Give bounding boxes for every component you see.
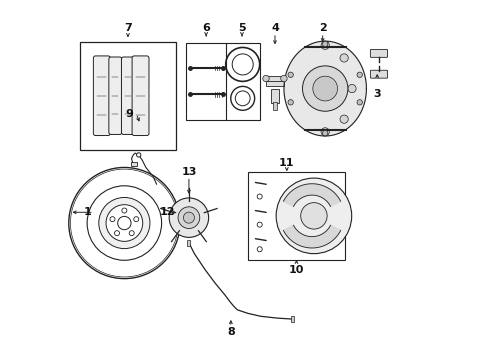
Circle shape xyxy=(118,216,131,230)
Bar xyxy=(80,42,176,149)
Bar xyxy=(291,316,294,322)
Text: 8: 8 xyxy=(226,327,234,337)
Bar xyxy=(273,102,276,110)
Circle shape xyxy=(114,231,119,236)
Circle shape xyxy=(280,75,286,82)
Text: 3: 3 xyxy=(373,89,380,99)
Circle shape xyxy=(321,41,328,49)
Bar xyxy=(265,76,284,81)
FancyBboxPatch shape xyxy=(121,57,134,134)
Text: 11: 11 xyxy=(279,158,294,168)
Circle shape xyxy=(302,66,347,111)
Circle shape xyxy=(257,194,262,199)
Text: 9: 9 xyxy=(125,109,133,119)
Circle shape xyxy=(321,128,328,136)
Bar xyxy=(265,80,284,86)
Circle shape xyxy=(178,207,200,229)
FancyBboxPatch shape xyxy=(132,56,149,135)
Circle shape xyxy=(339,54,347,62)
Text: 10: 10 xyxy=(288,265,304,275)
Circle shape xyxy=(129,231,134,236)
Text: 5: 5 xyxy=(238,23,245,33)
Circle shape xyxy=(356,72,362,77)
Circle shape xyxy=(300,203,326,229)
Circle shape xyxy=(257,247,262,252)
Circle shape xyxy=(134,217,139,222)
Text: 4: 4 xyxy=(270,23,278,33)
Circle shape xyxy=(287,72,293,77)
Circle shape xyxy=(136,153,141,157)
Polygon shape xyxy=(284,41,366,136)
Circle shape xyxy=(87,186,161,260)
Text: 2: 2 xyxy=(318,23,326,33)
Circle shape xyxy=(322,41,327,47)
Polygon shape xyxy=(283,225,340,248)
Text: 13: 13 xyxy=(181,167,196,177)
FancyBboxPatch shape xyxy=(93,56,110,135)
FancyBboxPatch shape xyxy=(369,70,387,78)
Circle shape xyxy=(99,198,150,249)
Circle shape xyxy=(347,85,355,93)
Bar xyxy=(186,43,227,120)
FancyBboxPatch shape xyxy=(109,57,122,134)
Circle shape xyxy=(110,217,115,222)
Circle shape xyxy=(356,100,362,105)
Circle shape xyxy=(169,198,208,237)
Circle shape xyxy=(69,167,180,279)
Polygon shape xyxy=(283,184,340,206)
Circle shape xyxy=(257,222,262,227)
Text: 7: 7 xyxy=(124,23,132,33)
Bar xyxy=(187,240,190,246)
Circle shape xyxy=(339,115,347,123)
FancyBboxPatch shape xyxy=(369,49,387,57)
Circle shape xyxy=(106,205,142,241)
Circle shape xyxy=(183,212,194,223)
Bar xyxy=(131,162,137,166)
Bar xyxy=(271,89,278,103)
Text: 12: 12 xyxy=(159,207,175,217)
Circle shape xyxy=(262,75,269,82)
Bar xyxy=(247,172,344,260)
Circle shape xyxy=(287,100,293,105)
Circle shape xyxy=(276,178,351,254)
Text: 1: 1 xyxy=(84,207,91,217)
Text: 6: 6 xyxy=(202,23,210,33)
Circle shape xyxy=(312,76,337,101)
Circle shape xyxy=(122,208,126,213)
Bar xyxy=(225,43,259,120)
Circle shape xyxy=(322,130,327,136)
